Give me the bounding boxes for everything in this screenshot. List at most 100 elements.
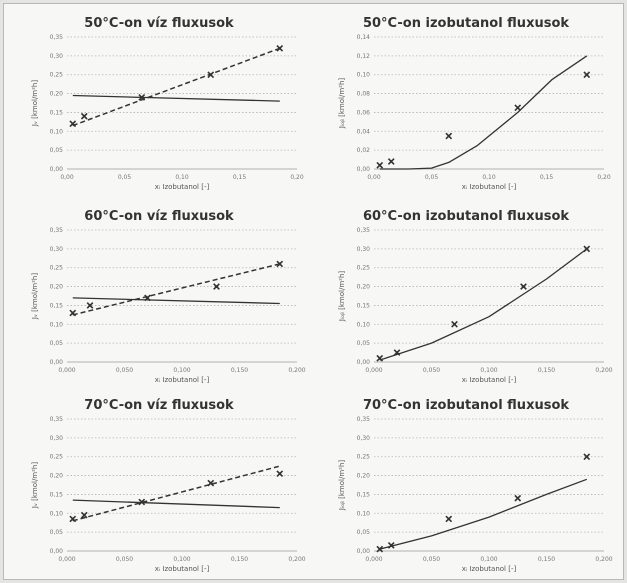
- x-tick-label: 0,100: [173, 367, 190, 374]
- chart-panel-2: 50°C-on izobutanol fluxusok 0,00 0,02 0,04…: [316, 9, 616, 199]
- y-tick-label: 0,30: [50, 435, 64, 442]
- y-tick-label: 0,25: [50, 265, 64, 272]
- fit-line-dashed: [72, 263, 280, 316]
- y-tick-label: 0,00: [50, 166, 64, 173]
- x-tick-label: 0,100: [480, 556, 497, 563]
- marker-dot: [389, 160, 393, 163]
- x-tick-label: 0,200: [288, 367, 305, 374]
- x-tick-label: 0,150: [231, 556, 248, 563]
- chart-svg: 50°C-on víz fluxusok 0,00 0,05 0,10 0,15 0,2…: [31, 16, 304, 191]
- y-tick-label: 0,25: [357, 454, 371, 461]
- fit-line-solid: [72, 499, 280, 509]
- marker-dot: [447, 134, 451, 138]
- y-tick-label: 0,20: [357, 284, 371, 291]
- data-point: [376, 354, 384, 362]
- marker-dot: [71, 311, 75, 315]
- x-tick-label: 0,05: [425, 174, 439, 181]
- x-tick-label: 0,050: [116, 556, 133, 563]
- y-tick-label: 0,00: [357, 166, 371, 173]
- x-tick-label: 0,150: [538, 367, 555, 374]
- y-tick-label: 0,25: [50, 454, 64, 461]
- x-tick-label: 0,000: [365, 367, 382, 374]
- y-axis-label: Jᵥ [kmol/m²h]: [31, 462, 39, 509]
- marker-dot: [516, 106, 520, 110]
- x-axis-label: xᵢ Izobutanol [-]: [155, 183, 210, 191]
- y-tick-label: 0,10: [50, 510, 64, 517]
- marker-dot: [71, 122, 75, 126]
- data-point: [514, 104, 522, 112]
- marker-dot: [278, 472, 282, 475]
- x-tick-label: 0,15: [540, 174, 554, 181]
- chart-title: 50°C-on izobutanol fluxusok: [363, 16, 569, 31]
- chart-title: 70°C-on víz fluxusok: [84, 398, 234, 413]
- marker-dot: [585, 73, 589, 77]
- x-axis-label: xᵢ Izobutanol [-]: [462, 183, 517, 191]
- y-tick-label: 0,30: [50, 246, 64, 253]
- x-tick-label: 0,05: [118, 174, 132, 181]
- marker-dot: [209, 481, 213, 485]
- marker-dot: [516, 496, 520, 500]
- y-tick-label: 0,00: [50, 548, 64, 555]
- x-tick-label: 0,10: [175, 174, 189, 181]
- chart-title: 50°C-on víz fluxusok: [84, 16, 234, 31]
- y-tick-label: 0,30: [357, 246, 371, 253]
- x-tick-label: 0,000: [365, 556, 382, 563]
- x-tick-label: 0,200: [288, 556, 305, 563]
- y-tick-label: 0,05: [50, 529, 64, 536]
- chart-svg: 70°C-on izobutanol fluxusok 0,00 0,05 0,10…: [338, 398, 613, 573]
- y-tick-label: 0,35: [357, 416, 371, 423]
- y-tick-label: 0,10: [357, 321, 371, 328]
- y-tick-label: 0,20: [50, 91, 64, 98]
- x-tick-label: 0,050: [423, 367, 440, 374]
- chart-panel-1: 50°C-on víz fluxusok 0,00 0,05 0,10 0,15 0,2…: [9, 9, 309, 199]
- y-tick-label: 0,06: [357, 109, 371, 116]
- y-tick-label: 0,08: [357, 91, 371, 98]
- fit-line-dashed: [72, 47, 281, 127]
- y-tick-label: 0,30: [50, 53, 64, 60]
- data-point: [376, 161, 384, 169]
- x-tick-label: 0,10: [482, 174, 496, 181]
- x-tick-label: 0,050: [423, 556, 440, 563]
- chart-title: 60°C-on izobutanol fluxusok: [363, 209, 569, 224]
- data-point: [69, 120, 77, 128]
- marker-dot: [82, 513, 86, 517]
- x-tick-label: 0,20: [290, 174, 304, 181]
- fit-line-solid: [72, 94, 280, 102]
- y-tick-label: 0,15: [357, 491, 371, 498]
- y-tick-label: 0,00: [357, 548, 371, 555]
- x-tick-label: 0,000: [58, 556, 75, 563]
- chart-title: 70°C-on izobutanol fluxusok: [363, 398, 569, 413]
- marker-dot: [522, 285, 525, 288]
- y-axis-label: Jᵥ [kmol/m²h]: [31, 273, 39, 320]
- marker-dot: [82, 114, 86, 118]
- x-tick-label: 0,00: [60, 174, 74, 181]
- y-tick-label: 0,20: [50, 284, 64, 291]
- y-tick-label: 0,15: [50, 491, 64, 498]
- y-tick-label: 0,15: [50, 302, 64, 309]
- marker-dot: [71, 517, 75, 521]
- y-tick-label: 0,00: [50, 359, 64, 366]
- data-point: [86, 302, 94, 309]
- data-point: [80, 112, 88, 120]
- chart-panel-3: 60°C-on víz fluxusok 0,00 0,05 0,10 0,15 0,2…: [9, 202, 309, 392]
- y-tick-label: 0,10: [50, 321, 64, 328]
- x-axis-label: xᵢ Izobutanol [-]: [155, 376, 210, 384]
- x-tick-label: 0,15: [233, 174, 247, 181]
- data-point: [583, 71, 591, 79]
- chart-svg: 60°C-on víz fluxusok 0,00 0,05 0,10 0,15 0,2…: [31, 209, 306, 384]
- y-tick-label: 0,25: [50, 72, 64, 79]
- y-tick-label: 0,20: [357, 473, 371, 480]
- x-tick-label: 0,200: [595, 556, 612, 563]
- data-point: [514, 494, 522, 502]
- x-tick-label: 0,100: [173, 556, 190, 563]
- figure: 50°C-on víz fluxusok 0,00 0,05 0,10 0,15 0,2…: [3, 3, 624, 580]
- marker-dot: [378, 163, 382, 167]
- y-tick-label: 0,04: [357, 128, 371, 135]
- x-tick-label: 0,00: [367, 174, 381, 181]
- chart-title: 60°C-on víz fluxusok: [84, 209, 234, 224]
- marker-dot: [395, 351, 399, 354]
- data-point: [80, 511, 88, 519]
- y-axis-label: Jᵢₒᵦ [kmol/m²h]: [338, 271, 346, 322]
- x-tick-label: 0,200: [595, 367, 612, 374]
- x-axis-label: xᵢ Izobutanol [-]: [462, 376, 517, 384]
